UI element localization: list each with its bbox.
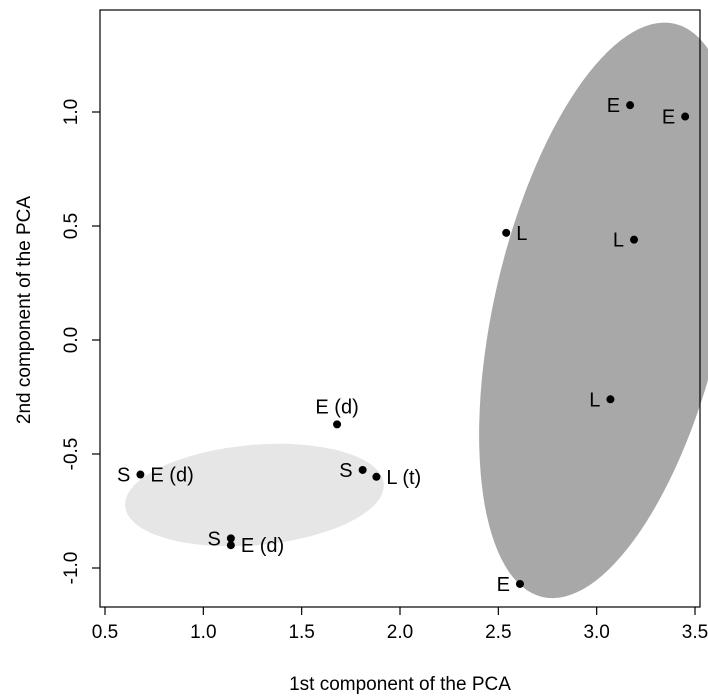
data-point	[681, 112, 690, 121]
x-tick-label: 3.0	[583, 622, 609, 643]
data-point	[515, 579, 524, 588]
data-point-label: L	[589, 389, 600, 411]
cluster-ellipse-light	[125, 443, 384, 547]
x-tick-label: 2.0	[387, 622, 413, 643]
points-layer: E E L L L E E (d) S L (t) S E (d) S E (d)	[117, 95, 690, 596]
data-point	[226, 541, 235, 550]
data-point-label: E	[662, 107, 675, 129]
x-axis-title: 1st component of the PCA	[289, 674, 511, 695]
data-point	[630, 235, 639, 244]
data-point-label: S	[117, 465, 130, 487]
y-tick-label: 1.0	[61, 99, 82, 125]
data-point-label: E	[497, 574, 510, 596]
data-point-label: L	[516, 223, 527, 245]
data-point-label: E (d)	[150, 465, 193, 487]
x-tick-label: 0.5	[92, 622, 118, 643]
data-point	[626, 101, 635, 110]
x-axis: 0.5 1.0 1.5 2.0 2.5 3.0 3.5	[92, 607, 708, 643]
y-tick-label: 0.5	[61, 213, 82, 239]
data-point	[372, 472, 381, 481]
y-axis-title: 2nd component of the PCA	[14, 196, 35, 424]
data-point	[502, 228, 511, 237]
y-tick-label: 0.0	[61, 327, 82, 353]
data-point	[136, 470, 145, 479]
data-point-label: S	[208, 528, 221, 550]
data-point-label: E (d)	[315, 396, 358, 418]
x-tick-label: 3.5	[682, 622, 708, 643]
data-point-label: E	[607, 95, 620, 117]
x-tick-label: 1.0	[190, 622, 216, 643]
x-tick-label: 1.5	[288, 622, 314, 643]
data-point-label: E (d)	[241, 535, 284, 557]
y-tick-label: -1.0	[61, 552, 82, 585]
data-point	[358, 465, 367, 474]
data-point-label: L (t)	[386, 467, 421, 489]
y-tick-label: -0.5	[61, 438, 82, 471]
clusters-layer	[125, 22, 708, 599]
data-point-label: L	[613, 230, 624, 252]
data-point-label: S	[339, 460, 352, 482]
x-tick-label: 2.5	[485, 622, 511, 643]
y-axis: -1.0 -0.5 0.0 0.5 1.0	[61, 99, 100, 585]
data-point	[606, 395, 615, 404]
cluster-ellipse-dark	[479, 22, 708, 599]
data-point	[333, 420, 342, 429]
data-point	[226, 534, 235, 543]
